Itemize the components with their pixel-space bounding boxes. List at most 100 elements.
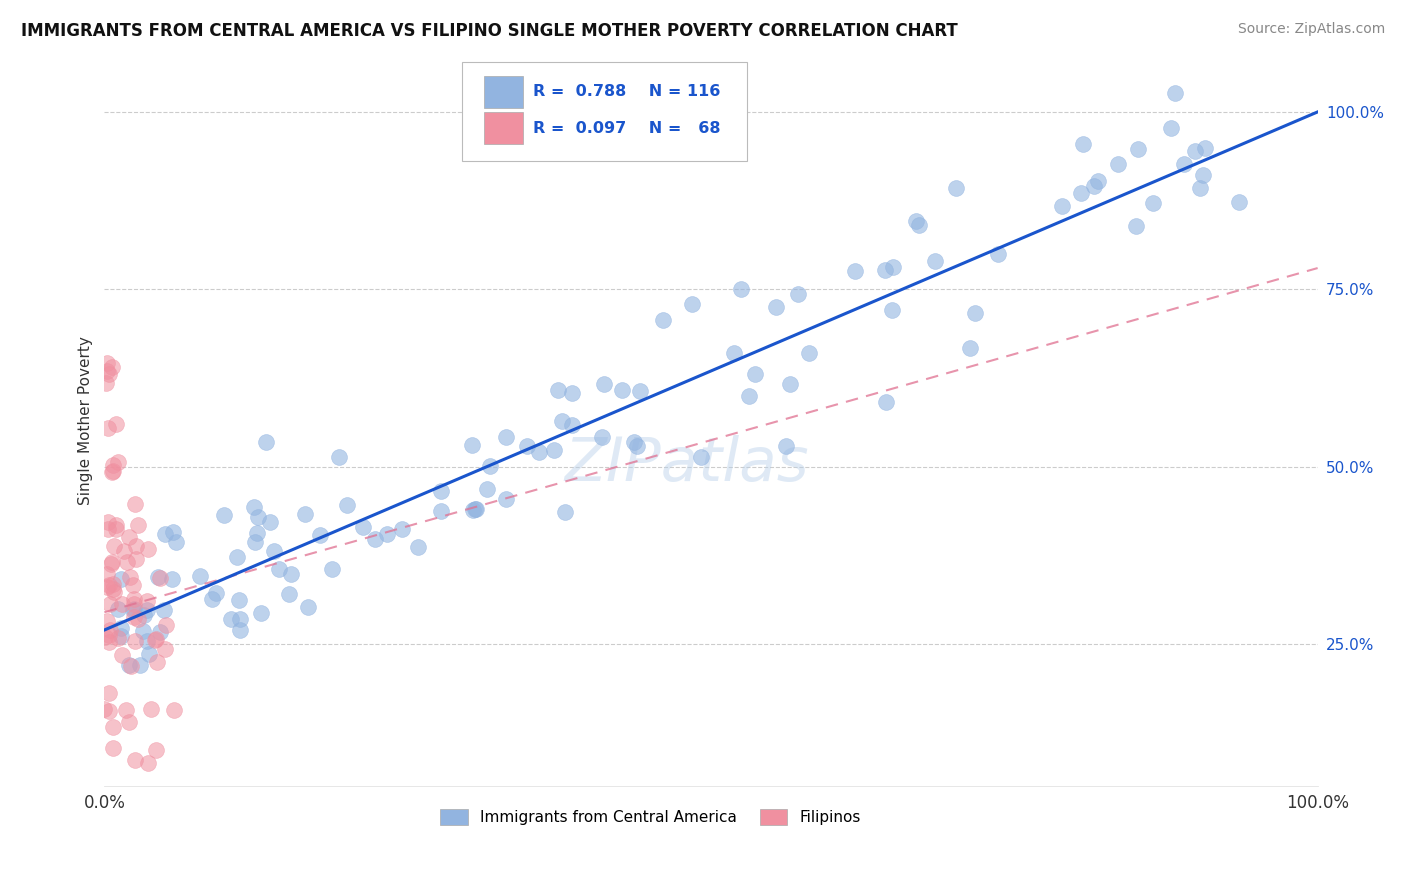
Point (765, 300, 787, 314)
Point (1070, 186, 1092, 200)
Point (149, 624, 172, 639)
Point (160, 572, 183, 586)
Point (132, 624, 155, 639)
Text: R =  0.788    N = 116: R = 0.788 N = 116 (533, 84, 720, 99)
Point (328, 450, 350, 464)
Point (1194, 141, 1216, 155)
Point (155, 527, 177, 541)
Point (124, 551, 146, 566)
Point (321, 562, 343, 576)
Point (103, 584, 125, 599)
Point (464, 502, 486, 516)
Point (495, 430, 517, 444)
Point (908, 218, 931, 232)
Point (122, 609, 145, 624)
Point (904, 214, 927, 228)
Point (96, 615, 118, 629)
Point (987, 247, 1010, 261)
Point (623, 434, 645, 449)
Point (277, 587, 299, 601)
Point (924, 253, 946, 268)
Point (1189, 181, 1212, 195)
Point (945, 180, 967, 194)
Point (228, 593, 250, 607)
Point (461, 503, 484, 517)
Point (561, 386, 583, 401)
Point (1125, 219, 1147, 234)
Point (844, 264, 866, 278)
Point (1083, 178, 1105, 193)
Text: IMMIGRANTS FROM CENTRAL AMERICA VS FILIPINO SINGLE MOTHER POVERTY CORRELATION CH: IMMIGRANTS FROM CENTRAL AMERICA VS FILIP… (21, 22, 957, 40)
Point (100, 557, 122, 571)
Point (246, 526, 269, 541)
Point (1173, 156, 1195, 170)
Point (628, 384, 651, 398)
Point (201, 591, 224, 606)
Point (110, 621, 132, 635)
Point (136, 756, 159, 770)
Point (1087, 173, 1109, 187)
FancyBboxPatch shape (484, 112, 523, 145)
Point (259, 516, 281, 530)
Point (124, 598, 146, 612)
Point (98, 624, 121, 638)
Point (97, 635, 120, 649)
Point (127, 518, 149, 533)
Point (165, 534, 187, 549)
Point (103, 719, 125, 733)
Point (561, 418, 583, 433)
Point (681, 297, 703, 311)
Point (155, 641, 177, 656)
Point (408, 540, 430, 554)
Point (110, 630, 132, 644)
Point (205, 586, 228, 600)
Point (249, 606, 271, 620)
Point (786, 287, 808, 301)
Point (135, 634, 157, 648)
Point (120, 570, 142, 584)
Point (188, 569, 211, 583)
Point (135, 594, 157, 608)
Point (100, 360, 122, 375)
Y-axis label: Single Mother Poverty: Single Mother Poverty (79, 336, 93, 505)
Text: R =  0.097    N =   68: R = 0.097 N = 68 (533, 120, 720, 136)
Point (118, 714, 141, 729)
Point (120, 659, 142, 673)
Point (1107, 157, 1129, 171)
Point (97, 515, 120, 529)
Point (124, 753, 146, 767)
Point (125, 539, 148, 553)
Point (959, 341, 981, 355)
Point (96, 356, 118, 370)
Point (101, 582, 124, 596)
Point (101, 458, 124, 473)
Point (294, 507, 316, 521)
Point (551, 414, 574, 428)
Point (254, 435, 277, 450)
Point (219, 612, 242, 626)
Point (118, 530, 141, 544)
Point (1227, 195, 1250, 210)
Point (105, 522, 128, 536)
Point (1184, 144, 1206, 158)
Point (127, 612, 149, 626)
Point (243, 500, 266, 514)
Point (97, 421, 120, 435)
Point (145, 743, 167, 757)
Point (882, 260, 904, 274)
Point (117, 555, 139, 569)
Point (280, 566, 302, 581)
Point (880, 302, 903, 317)
Point (163, 704, 186, 718)
Point (429, 484, 451, 499)
Point (1126, 142, 1149, 156)
Point (100, 465, 122, 479)
Point (97, 522, 120, 536)
Point (146, 570, 169, 584)
Legend: Immigrants from Central America, Filipinos: Immigrants from Central America, Filipin… (434, 803, 866, 831)
Point (148, 572, 170, 586)
Point (689, 450, 711, 464)
Point (96, 567, 118, 582)
Point (93, 701, 115, 715)
Point (263, 544, 285, 558)
